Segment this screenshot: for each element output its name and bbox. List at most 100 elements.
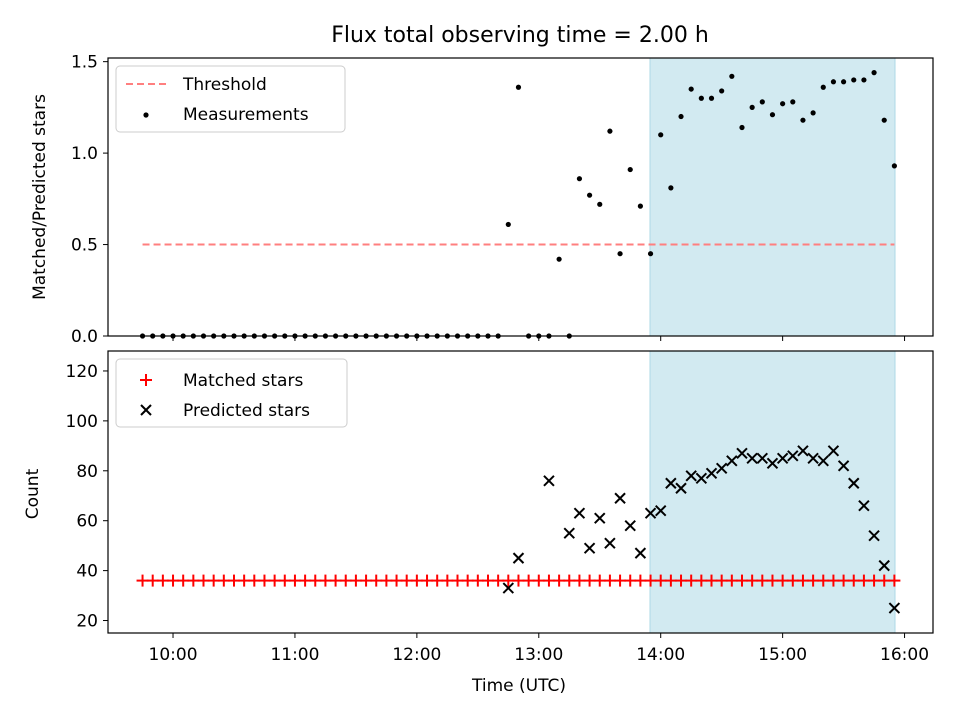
predicted-star-point xyxy=(502,582,515,594)
measurement-point xyxy=(881,117,887,123)
matched-star-point xyxy=(268,574,281,587)
ratio-plot-frame xyxy=(107,57,934,337)
predicted-star-point xyxy=(756,452,769,465)
x-tick-label: 13:00 xyxy=(514,645,563,665)
matched-star-point xyxy=(238,574,251,587)
count-legend: Matched stars Predicted stars xyxy=(115,358,348,428)
matched-star-point xyxy=(177,574,190,587)
measurement-point xyxy=(668,185,674,191)
measurement-point xyxy=(851,77,857,83)
matched-star-point xyxy=(532,574,545,587)
predicted-star-point xyxy=(624,519,636,532)
measurement-point xyxy=(830,79,837,85)
matched-star-point xyxy=(553,574,566,587)
matched-star-point xyxy=(766,574,779,587)
measurement-point xyxy=(678,113,684,120)
measurement-point xyxy=(820,84,826,90)
matched-star-point xyxy=(807,574,820,587)
predicted-star-point xyxy=(715,462,728,474)
matched-star-point xyxy=(614,574,627,587)
measurement-point xyxy=(800,117,806,123)
matched-star-point xyxy=(329,574,342,587)
matched-star-point xyxy=(197,574,210,587)
matched-star-point xyxy=(217,574,230,587)
matched-star-point xyxy=(502,574,515,587)
matched-stars-layer xyxy=(136,574,901,587)
matched-star-point xyxy=(227,574,240,587)
matched-star-point xyxy=(288,574,301,587)
predicted-star-point xyxy=(573,507,586,519)
matched-star-point xyxy=(146,574,159,587)
predicted-star-point xyxy=(766,457,779,470)
predicted-star-point xyxy=(736,447,748,460)
matched-star-point xyxy=(624,574,637,587)
ratio-panel: Flux total observing time = 2.00 h 0.00.… xyxy=(30,23,934,347)
measurement-point xyxy=(647,251,654,257)
matched-star-point xyxy=(492,574,505,587)
matched-star-point xyxy=(746,574,759,587)
count-y-tick-label: 20 xyxy=(76,612,98,632)
matched-star-point xyxy=(370,574,383,587)
ratio-y-tick-label: 0.5 xyxy=(71,236,98,256)
count-x-ticks: 10:00 11:00 12:00 13:00 14:00 15:00 16:00 xyxy=(149,633,929,665)
matched-star-point xyxy=(207,574,220,587)
matched-star-point xyxy=(360,574,373,587)
matched-star-point xyxy=(675,574,688,587)
matched-star-point xyxy=(796,574,809,587)
measurement-point xyxy=(891,163,897,169)
chart-title: Flux total observing time = 2.00 h xyxy=(331,23,709,48)
predicted-legend-swatch xyxy=(140,404,152,416)
x-axis-label: Time (UTC) xyxy=(471,676,566,696)
matched-star-point xyxy=(542,574,555,587)
matched-star-point xyxy=(299,574,312,587)
matched-star-point xyxy=(431,574,444,587)
matched-star-point xyxy=(410,574,423,587)
predicted-star-point xyxy=(695,472,708,484)
count-y-tick-label: 120 xyxy=(66,362,98,382)
measurement-point xyxy=(607,128,613,134)
count-y-tick-label: 100 xyxy=(66,412,98,432)
observing-window-shade-bottom xyxy=(649,350,896,634)
matched-star-point xyxy=(603,574,616,587)
measurements-legend-label: Measurements xyxy=(183,105,309,125)
matched-star-point xyxy=(563,574,576,587)
matched-star-point xyxy=(644,574,657,587)
count-y-tick-label: 60 xyxy=(76,512,98,532)
predicted-star-point xyxy=(878,559,890,572)
count-y-tick-label: 80 xyxy=(76,462,98,482)
predicted-star-point xyxy=(726,455,738,467)
matched-star-point xyxy=(451,574,464,587)
measurement-point xyxy=(627,166,633,173)
x-tick-label: 15:00 xyxy=(758,645,807,665)
matched-legend-swatch xyxy=(140,374,152,386)
predicted-star-point xyxy=(817,455,829,467)
predicted-legend-label: Predicted stars xyxy=(183,401,310,421)
observing-window-shade-top xyxy=(649,57,896,337)
predicted-star-point xyxy=(776,452,789,465)
measurement-point xyxy=(719,88,725,94)
measurement-point xyxy=(790,99,796,105)
predicted-star-point xyxy=(604,537,616,549)
ratio-y-tick-label: 1.5 xyxy=(71,53,98,73)
matched-star-point xyxy=(715,574,728,587)
matched-star-point xyxy=(156,574,169,587)
predicted-star-point xyxy=(807,452,819,465)
matched-star-point xyxy=(888,574,901,587)
predicted-star-point xyxy=(827,445,840,457)
matched-star-point xyxy=(573,574,586,587)
predicted-star-point xyxy=(634,547,647,559)
measurement-point xyxy=(515,84,522,90)
count-plot-frame xyxy=(107,350,934,634)
predicted-star-point xyxy=(888,602,901,614)
matched-star-point xyxy=(258,574,271,587)
measurement-point xyxy=(658,132,664,138)
predicted-star-point xyxy=(787,450,799,462)
x-tick-label: 12:00 xyxy=(392,645,441,665)
matched-star-point xyxy=(634,574,647,587)
measurement-point xyxy=(698,95,704,101)
predicted-star-point xyxy=(705,467,718,479)
matched-star-point xyxy=(512,574,525,587)
measurement-point xyxy=(861,77,867,83)
count-y-ticks: 20 40 60 80 100 120 xyxy=(66,362,108,632)
measurement-point xyxy=(505,221,511,228)
